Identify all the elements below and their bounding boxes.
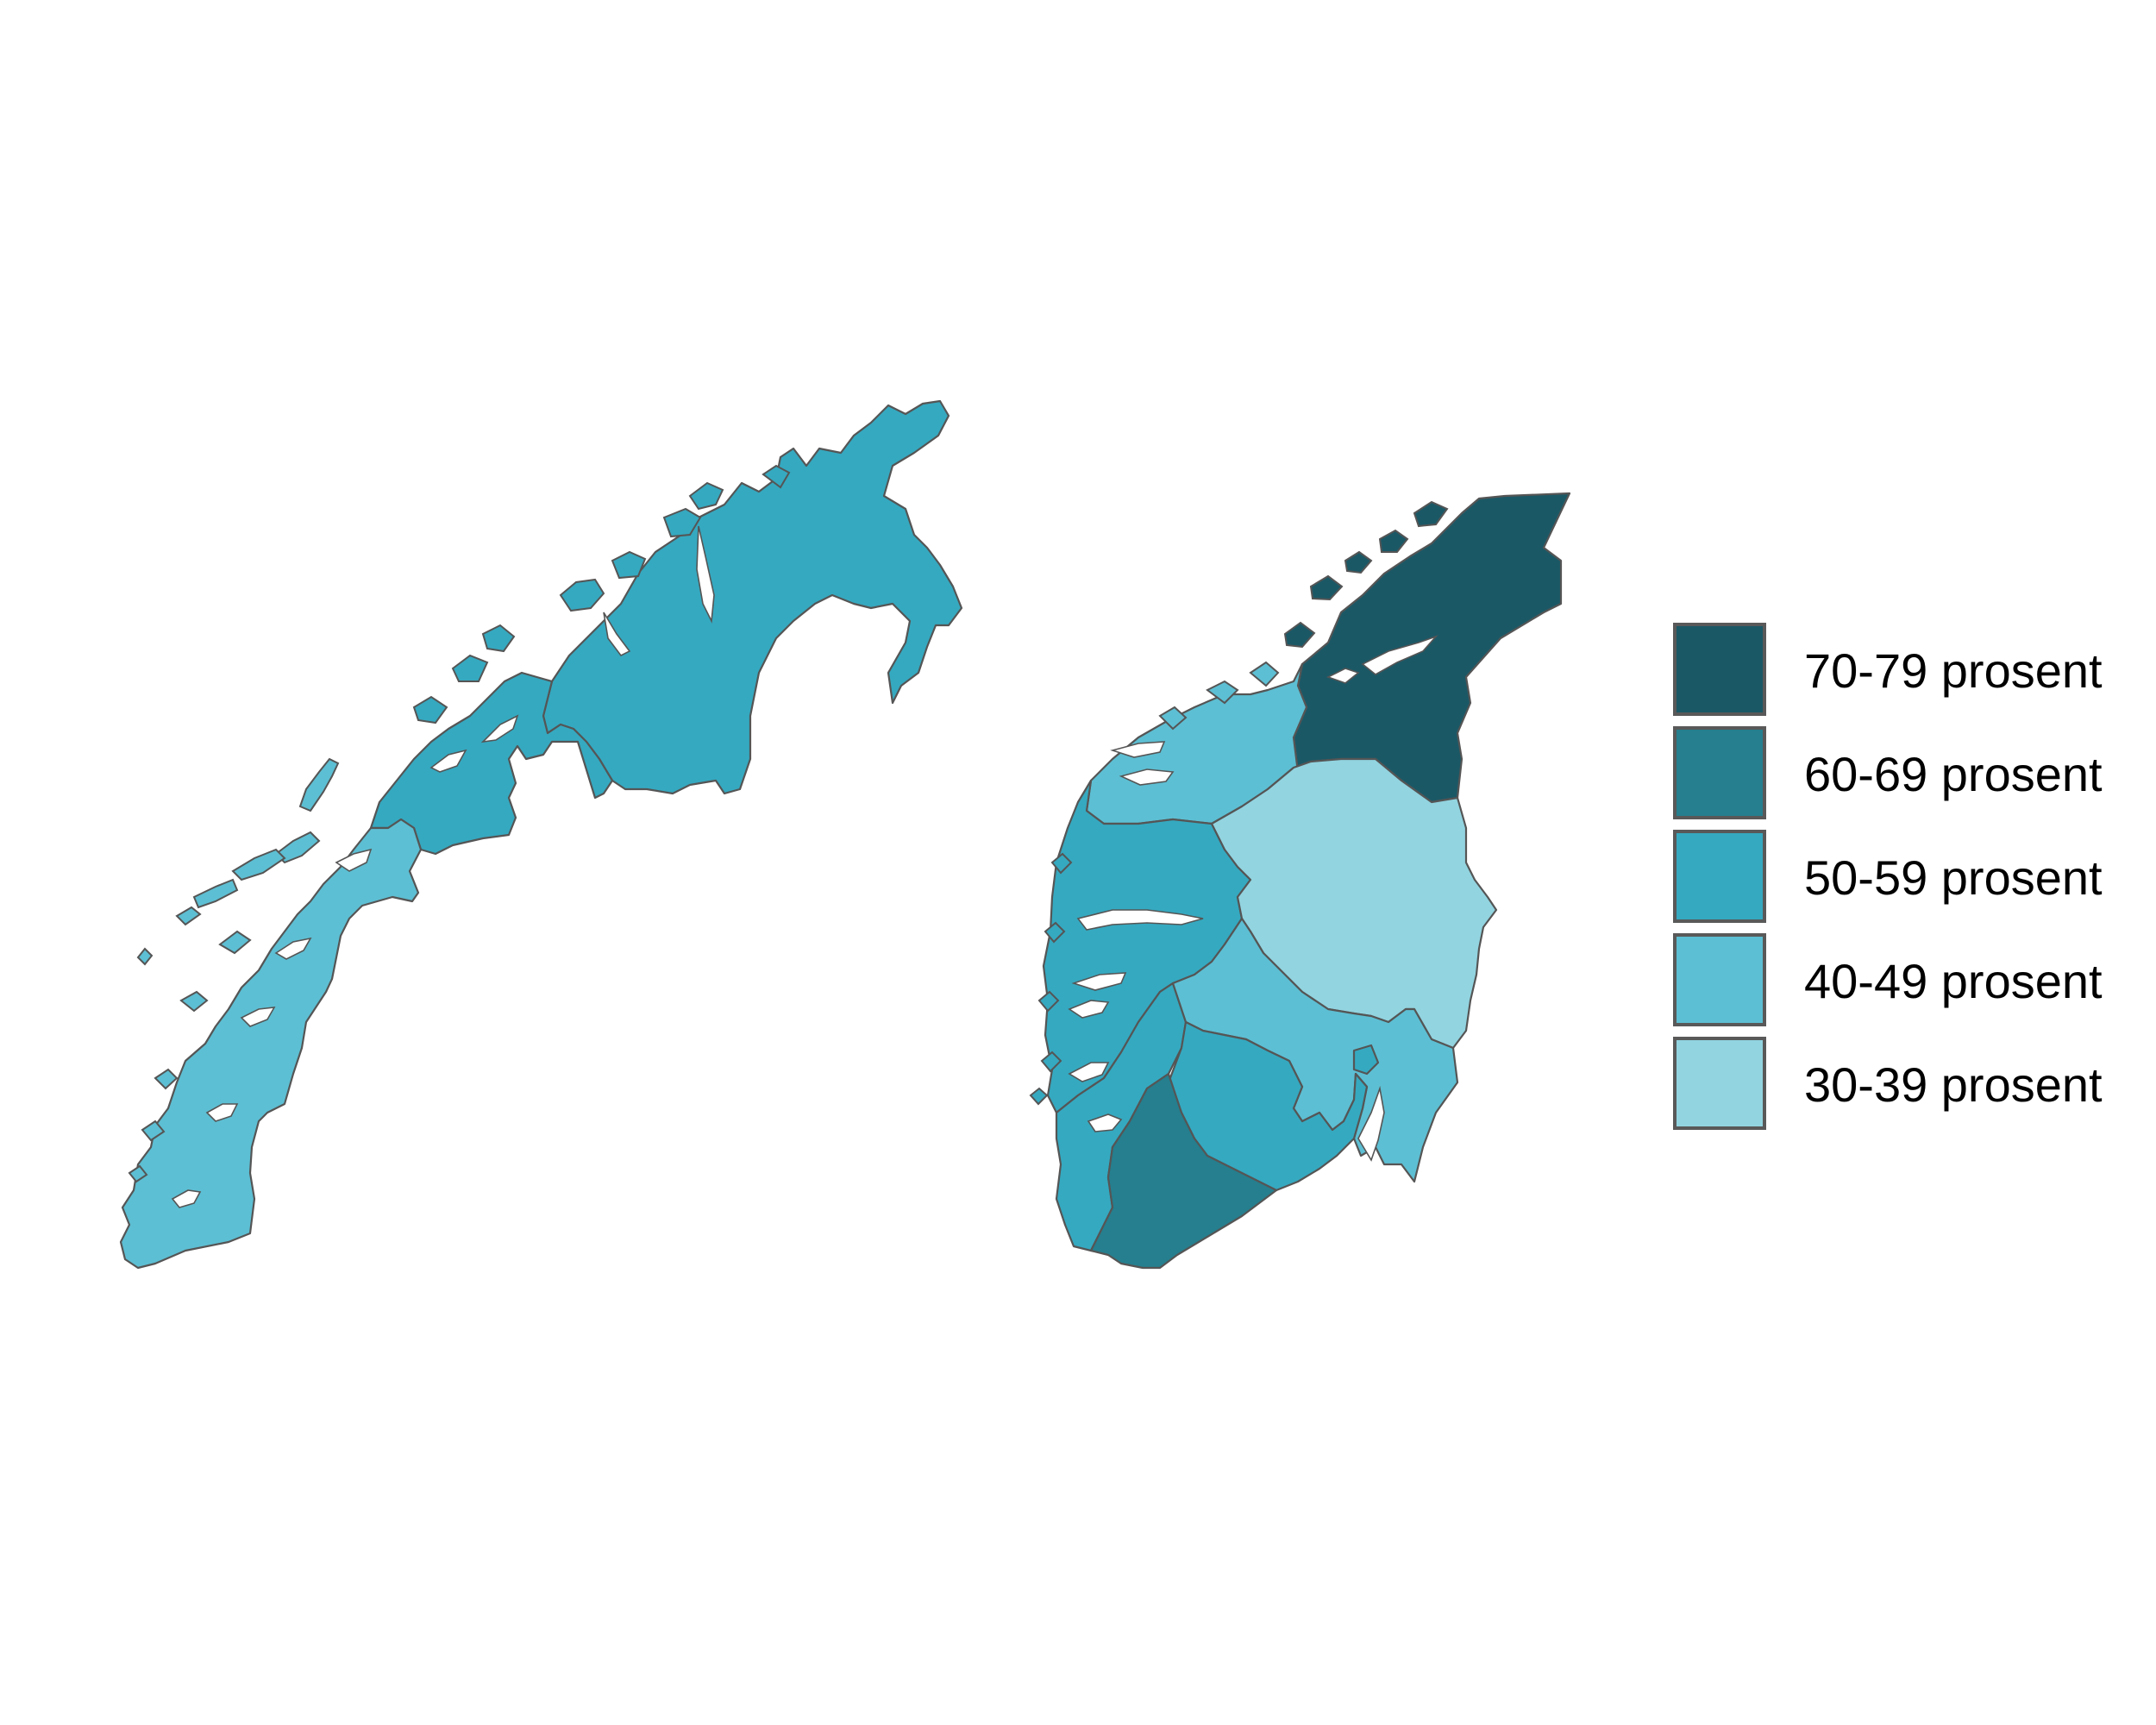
region-oslo[interactable] — [1352, 1044, 1380, 1076]
legend: 70-79 prosent 60-69 prosent 50-59 prosen… — [1673, 623, 2139, 1140]
legend-item-70-79: 70-79 prosent — [1673, 623, 2139, 726]
region-troms[interactable] — [369, 671, 614, 856]
legend-label: 30-39 prosent — [1804, 1057, 2103, 1112]
legend-item-50-59: 50-59 prosent — [1673, 830, 2139, 933]
southern-islands — [1029, 500, 1449, 1106]
legend-label: 60-69 prosent — [1804, 747, 2103, 801]
legend-swatch — [1673, 1037, 1766, 1130]
region-agder[interactable] — [1089, 1072, 1278, 1270]
legend-label: 70-79 prosent — [1804, 643, 2103, 698]
legend-label: 50-59 prosent — [1804, 850, 2103, 905]
legend-swatch — [1673, 933, 1766, 1026]
southern-norway-panel — [1029, 492, 1571, 1270]
legend-swatch — [1673, 623, 1766, 716]
legend-item-60-69: 60-69 prosent — [1673, 726, 2139, 830]
region-finnmark[interactable] — [542, 399, 963, 795]
northern-fjords — [171, 525, 715, 1208]
region-nordland[interactable] — [119, 818, 423, 1270]
legend-swatch — [1673, 726, 1766, 819]
legend-label: 40-49 prosent — [1804, 954, 2103, 1008]
northern-norway-panel — [119, 399, 963, 1270]
northern-islands — [128, 464, 791, 1183]
legend-swatch — [1673, 830, 1766, 923]
region-trondelag[interactable] — [1292, 492, 1571, 804]
legend-item-40-49: 40-49 prosent — [1673, 933, 2139, 1037]
legend-item-30-39: 30-39 prosent — [1673, 1037, 2139, 1140]
southern-fjords-and-lakes — [1068, 635, 1438, 1162]
